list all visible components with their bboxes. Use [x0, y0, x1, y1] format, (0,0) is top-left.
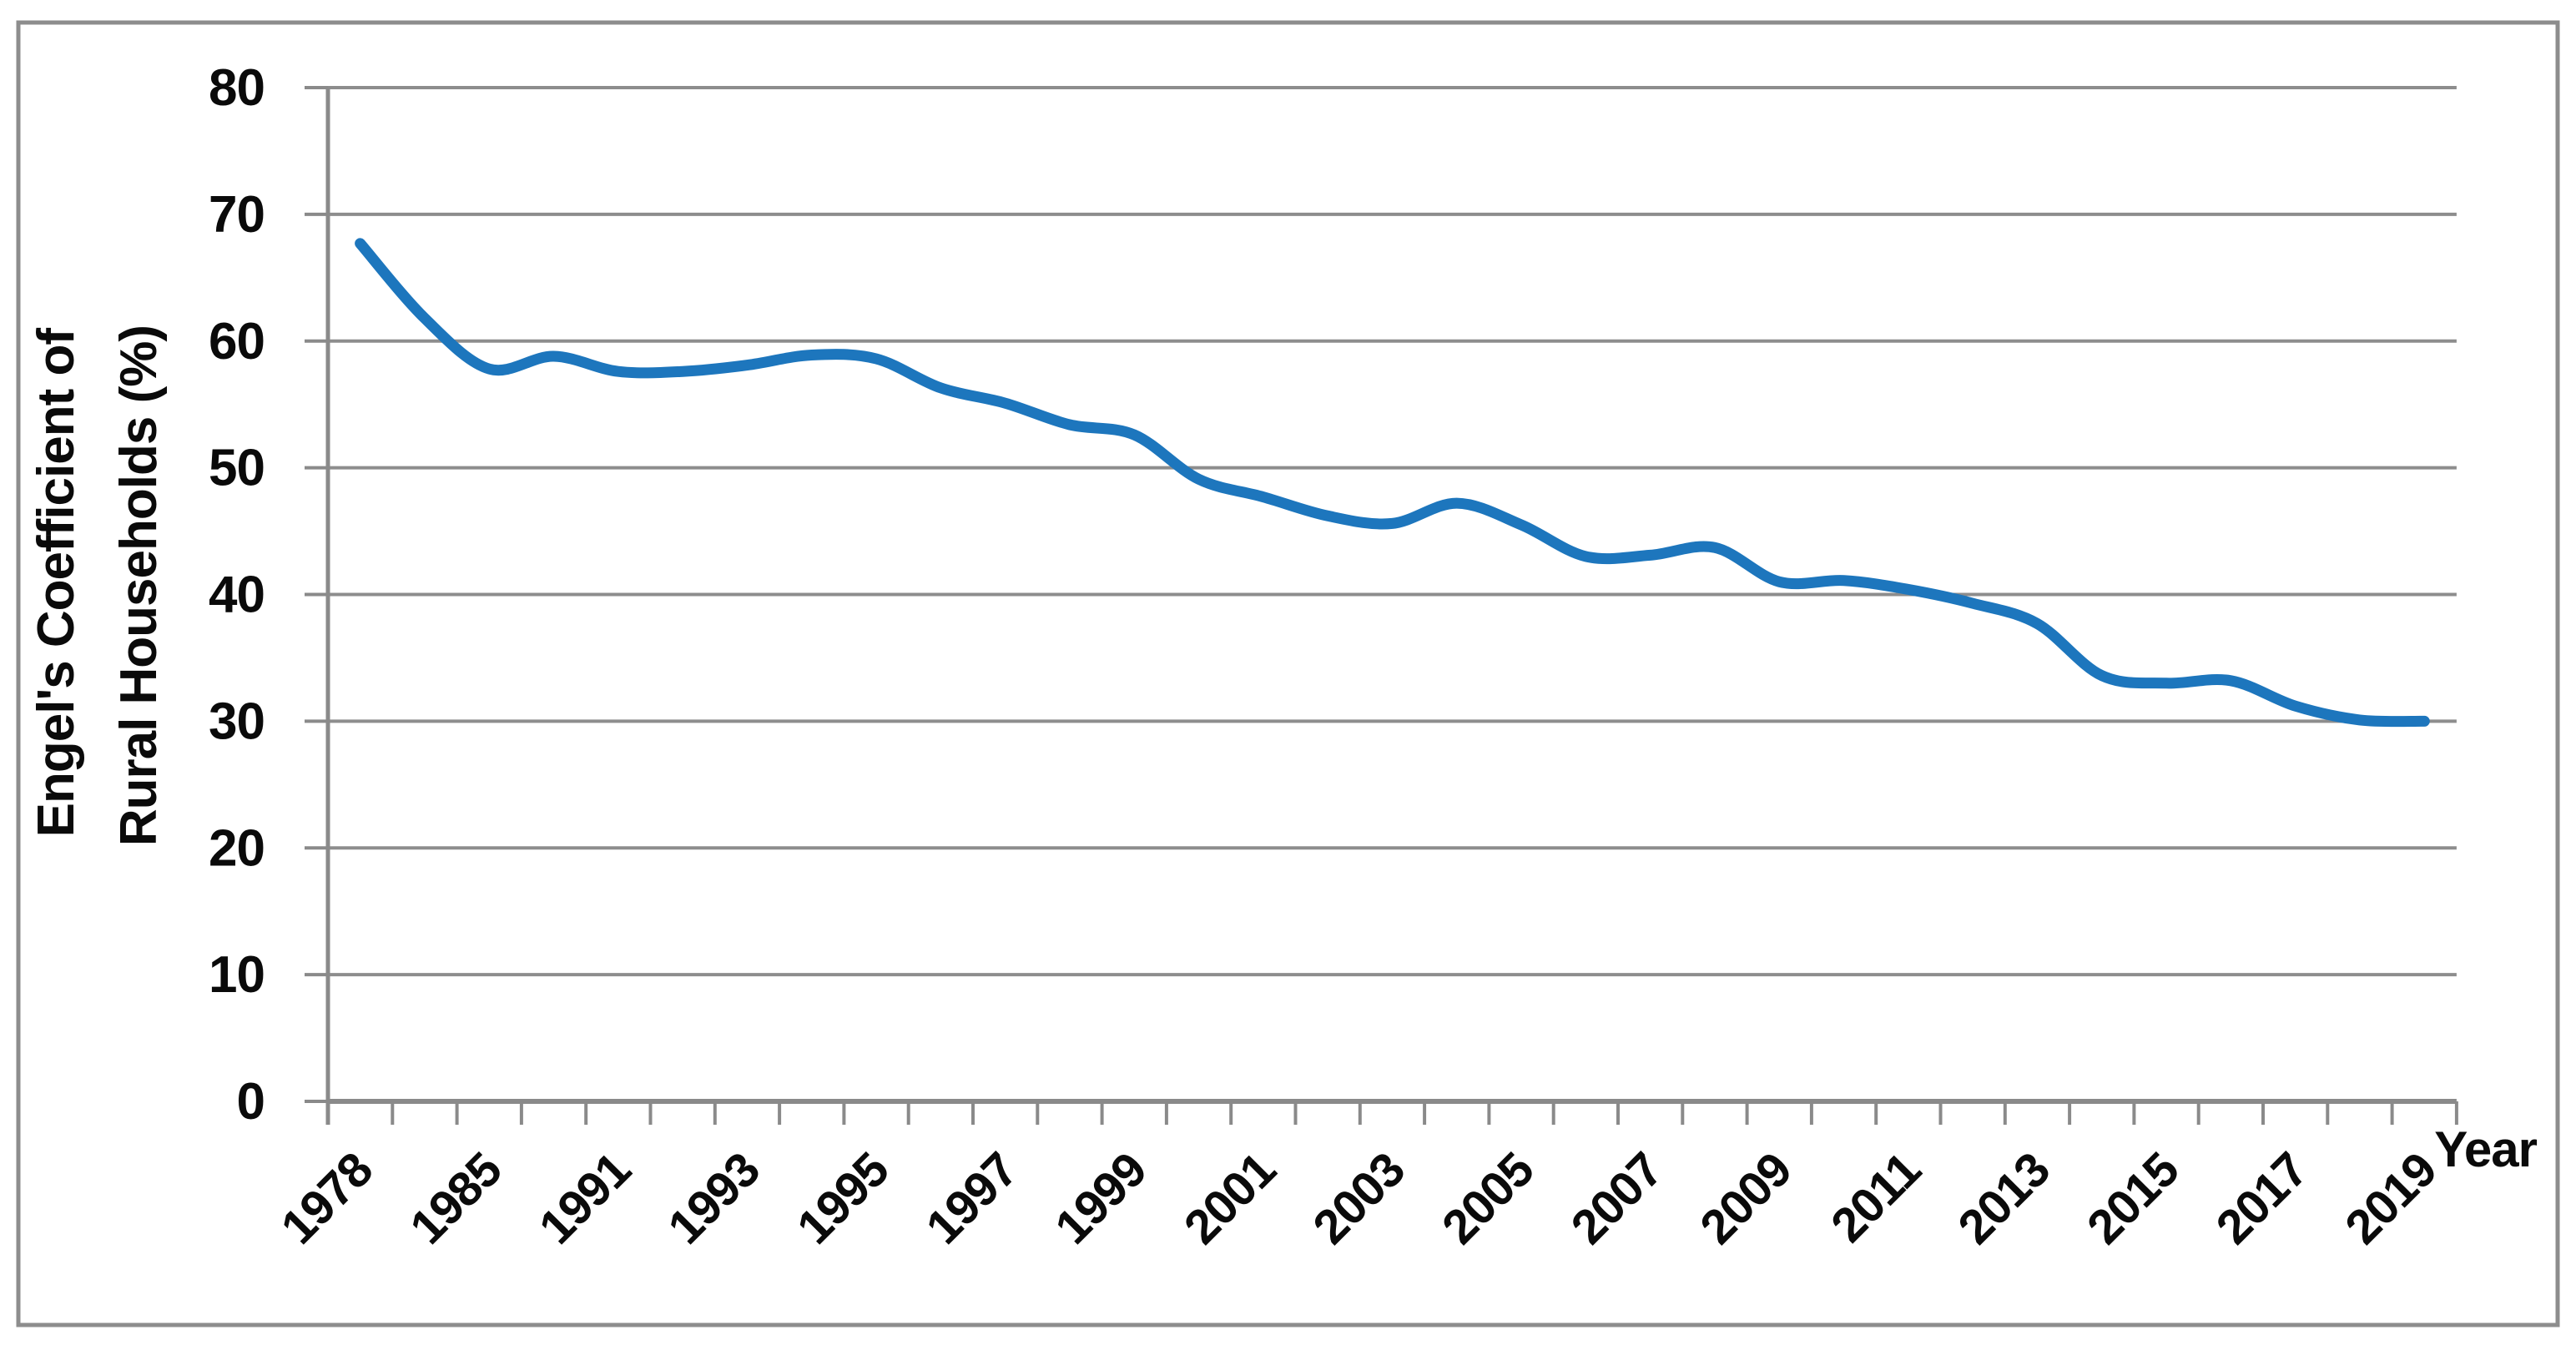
y-axis-title-line-2: Rural Households (%) [110, 325, 168, 846]
y-axis-tick-labels: 0 10 20 30 40 50 60 70 80 [209, 59, 265, 1131]
chart-outer-border [16, 20, 2560, 1327]
y-tick-label: 30 [209, 693, 265, 750]
y-tick-label: 70 [209, 186, 265, 244]
y-tick-label: 60 [209, 313, 265, 370]
y-tick-label: 0 [237, 1073, 265, 1131]
series-line [355, 238, 2430, 728]
y-tick-label: 50 [209, 440, 265, 497]
y-tick-label: 80 [209, 59, 265, 117]
y-tick-label: 10 [209, 946, 265, 1004]
axes [305, 86, 2458, 1125]
y-tick-label: 40 [209, 567, 265, 624]
gridlines [328, 86, 2457, 977]
x-axis-title: Year [2434, 1121, 2537, 1177]
y-axis-title-line-1: Engel's Coefficient of [28, 328, 85, 838]
y-tick-label: 20 [209, 819, 265, 877]
